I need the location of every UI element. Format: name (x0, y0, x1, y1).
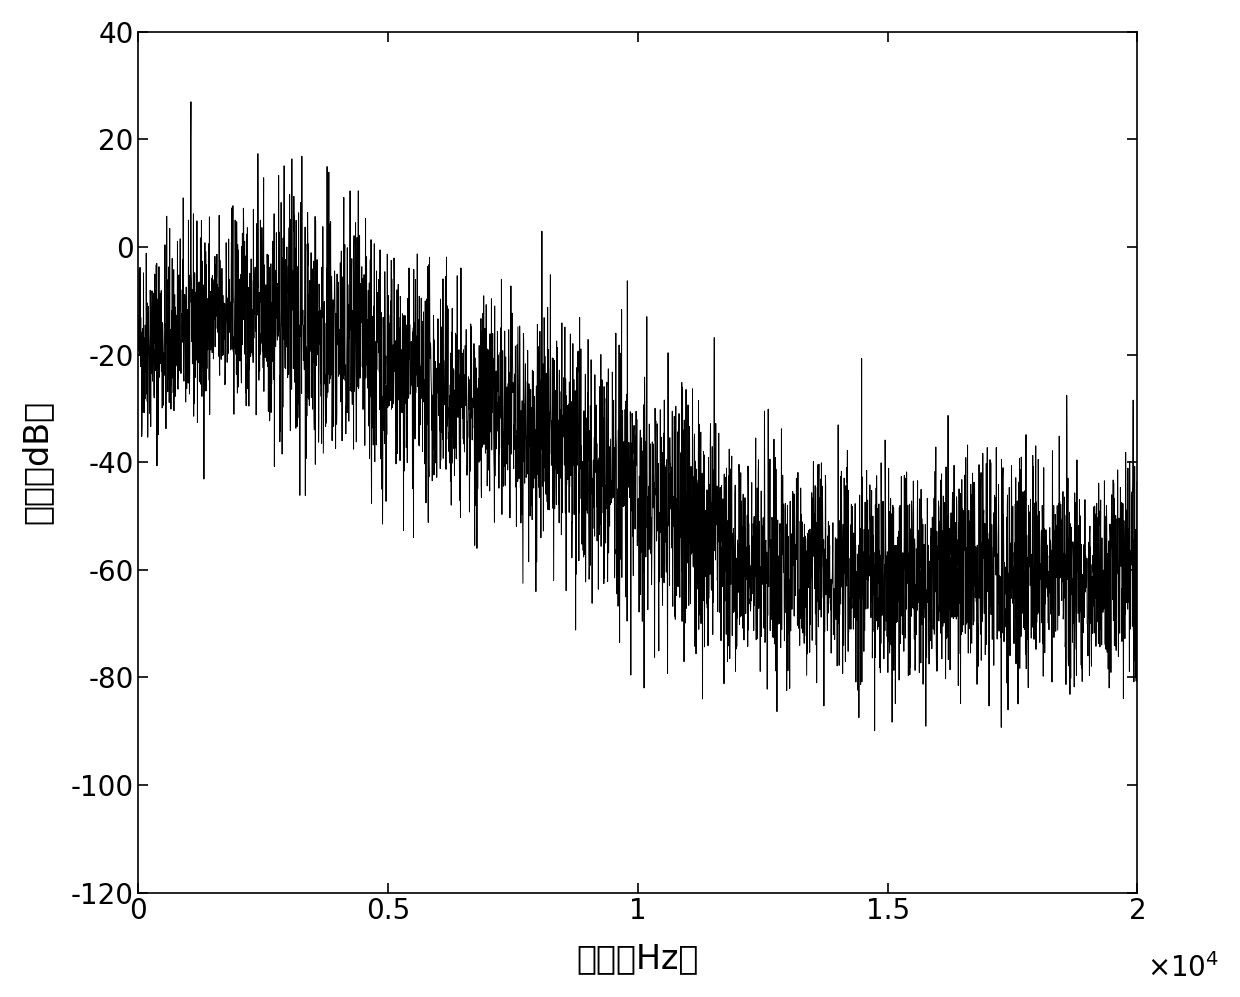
Y-axis label: 幅度（dB）: 幅度（dB） (21, 400, 53, 524)
Text: $\times 10^4$: $\times 10^4$ (1147, 953, 1220, 983)
X-axis label: 频率（Hz）: 频率（Hz） (577, 942, 699, 975)
